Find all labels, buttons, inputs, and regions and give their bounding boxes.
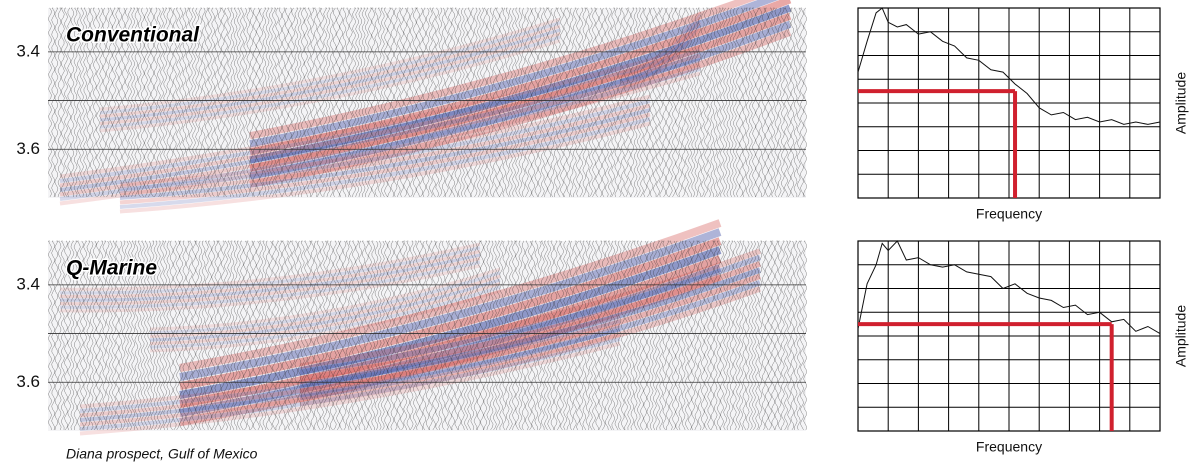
- x-axis-label: Frequency: [976, 439, 1042, 455]
- caption: Diana prospect, Gulf of Mexico: [66, 446, 258, 462]
- panel-title: Q-Marine: [66, 257, 157, 280]
- y-tick-label: 3.6: [16, 139, 40, 158]
- figure: Diana prospect, Gulf of Mexico 3.4 3.6 Con…: [0, 0, 1192, 466]
- y-tick-label: 3.6: [16, 372, 40, 391]
- panel-title: Conventional: [66, 24, 200, 47]
- y-axis-label: Amplitude: [1173, 305, 1189, 367]
- x-axis-label: Frequency: [976, 206, 1042, 222]
- y-tick-label: 3.4: [16, 274, 40, 293]
- seismic-section: [48, 223, 807, 434]
- y-axis-label: Amplitude: [1173, 72, 1189, 134]
- y-tick-label: 3.4: [16, 41, 40, 60]
